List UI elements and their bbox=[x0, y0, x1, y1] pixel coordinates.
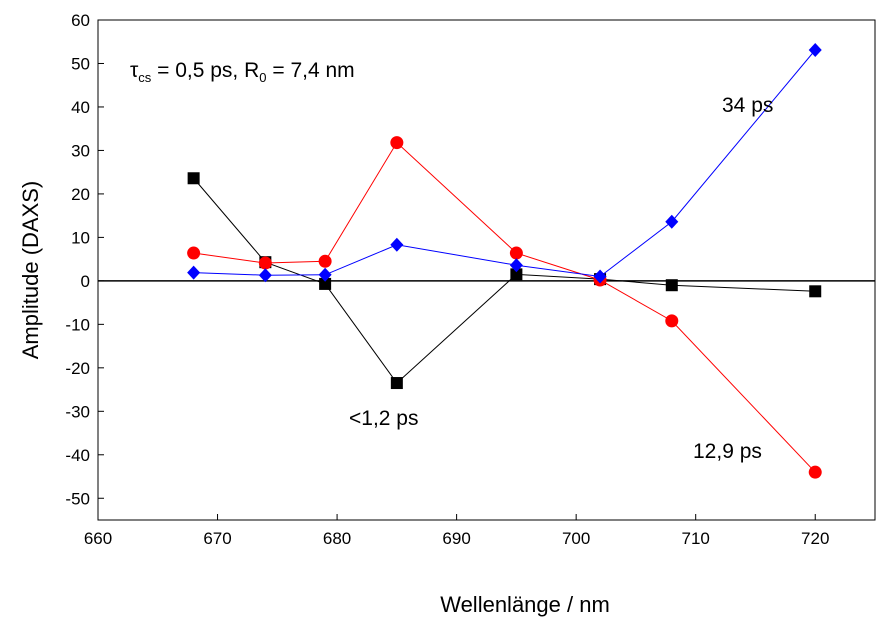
series-1 bbox=[187, 136, 822, 479]
data-point bbox=[187, 265, 201, 280]
x-tick-label: 690 bbox=[442, 529, 470, 548]
series-label-blue: 34 ps bbox=[722, 94, 773, 117]
y-tick-label: 40 bbox=[71, 98, 90, 117]
data-point bbox=[390, 377, 403, 390]
tau-symbol: τ bbox=[130, 59, 139, 82]
y-tick-label: 10 bbox=[71, 228, 90, 247]
y-tick-label: 50 bbox=[71, 54, 90, 73]
series-line bbox=[193, 49, 816, 278]
data-point bbox=[808, 465, 822, 479]
data-point bbox=[593, 269, 607, 284]
y-tick-label: 60 bbox=[71, 11, 90, 30]
x-tick-label: 680 bbox=[323, 529, 351, 548]
y-tick-label: -10 bbox=[65, 315, 90, 334]
axis-ticks: 660 670 680 690 700 710 720 -50 -40 -30 -20 -10 0 10 2… bbox=[65, 11, 829, 548]
y-tick-label: -30 bbox=[65, 402, 90, 421]
x-tick-label: 660 bbox=[84, 529, 112, 548]
x-tick-label: 670 bbox=[203, 529, 231, 548]
data-point bbox=[665, 214, 679, 229]
x-axis-title: Wellenlänge / nm bbox=[440, 592, 610, 617]
r-subscript: 0 bbox=[259, 70, 266, 85]
data-point bbox=[390, 237, 404, 252]
x-tick-label: 720 bbox=[801, 529, 829, 548]
data-point bbox=[258, 256, 272, 270]
data-point bbox=[258, 268, 272, 283]
data-point bbox=[187, 246, 201, 260]
data-point bbox=[510, 268, 523, 281]
data-point bbox=[665, 314, 679, 328]
series-2 bbox=[187, 43, 822, 284]
data-point bbox=[665, 279, 678, 292]
y-tick-label: -20 bbox=[65, 359, 90, 378]
series-label-black: <1,2 ps bbox=[349, 407, 418, 430]
data-point bbox=[390, 136, 404, 150]
y-axis-title: Amplitude (DAXS) bbox=[18, 181, 43, 360]
data-point bbox=[318, 267, 332, 282]
y-tick-label: 20 bbox=[71, 185, 90, 204]
parameter-annotation: τcs = 0,5 ps, R0 = 7,4 nm bbox=[130, 59, 355, 85]
x-tick-label: 710 bbox=[682, 529, 710, 548]
data-point bbox=[319, 277, 332, 290]
series-line bbox=[193, 141, 816, 473]
data-point bbox=[509, 246, 523, 260]
r-value: = 7,4 nm bbox=[267, 59, 355, 82]
y-tick-label: -40 bbox=[65, 446, 90, 465]
tau-subscript: cs bbox=[138, 70, 152, 85]
data-point bbox=[187, 172, 200, 185]
data-point bbox=[808, 43, 822, 57]
data-point bbox=[509, 258, 523, 273]
y-tick-label: 0 bbox=[81, 272, 90, 291]
data-point bbox=[318, 254, 332, 268]
series-label-red: 12,9 ps bbox=[693, 440, 762, 463]
tau-value: = 0,5 ps, R bbox=[151, 59, 259, 82]
series-line bbox=[193, 177, 816, 384]
data-point bbox=[809, 285, 822, 298]
y-tick-label: 30 bbox=[71, 141, 90, 160]
plot-frame bbox=[97, 19, 876, 521]
x-tick-label: 700 bbox=[562, 529, 590, 548]
y-tick-label: -50 bbox=[65, 489, 90, 508]
series-layer bbox=[187, 43, 822, 479]
